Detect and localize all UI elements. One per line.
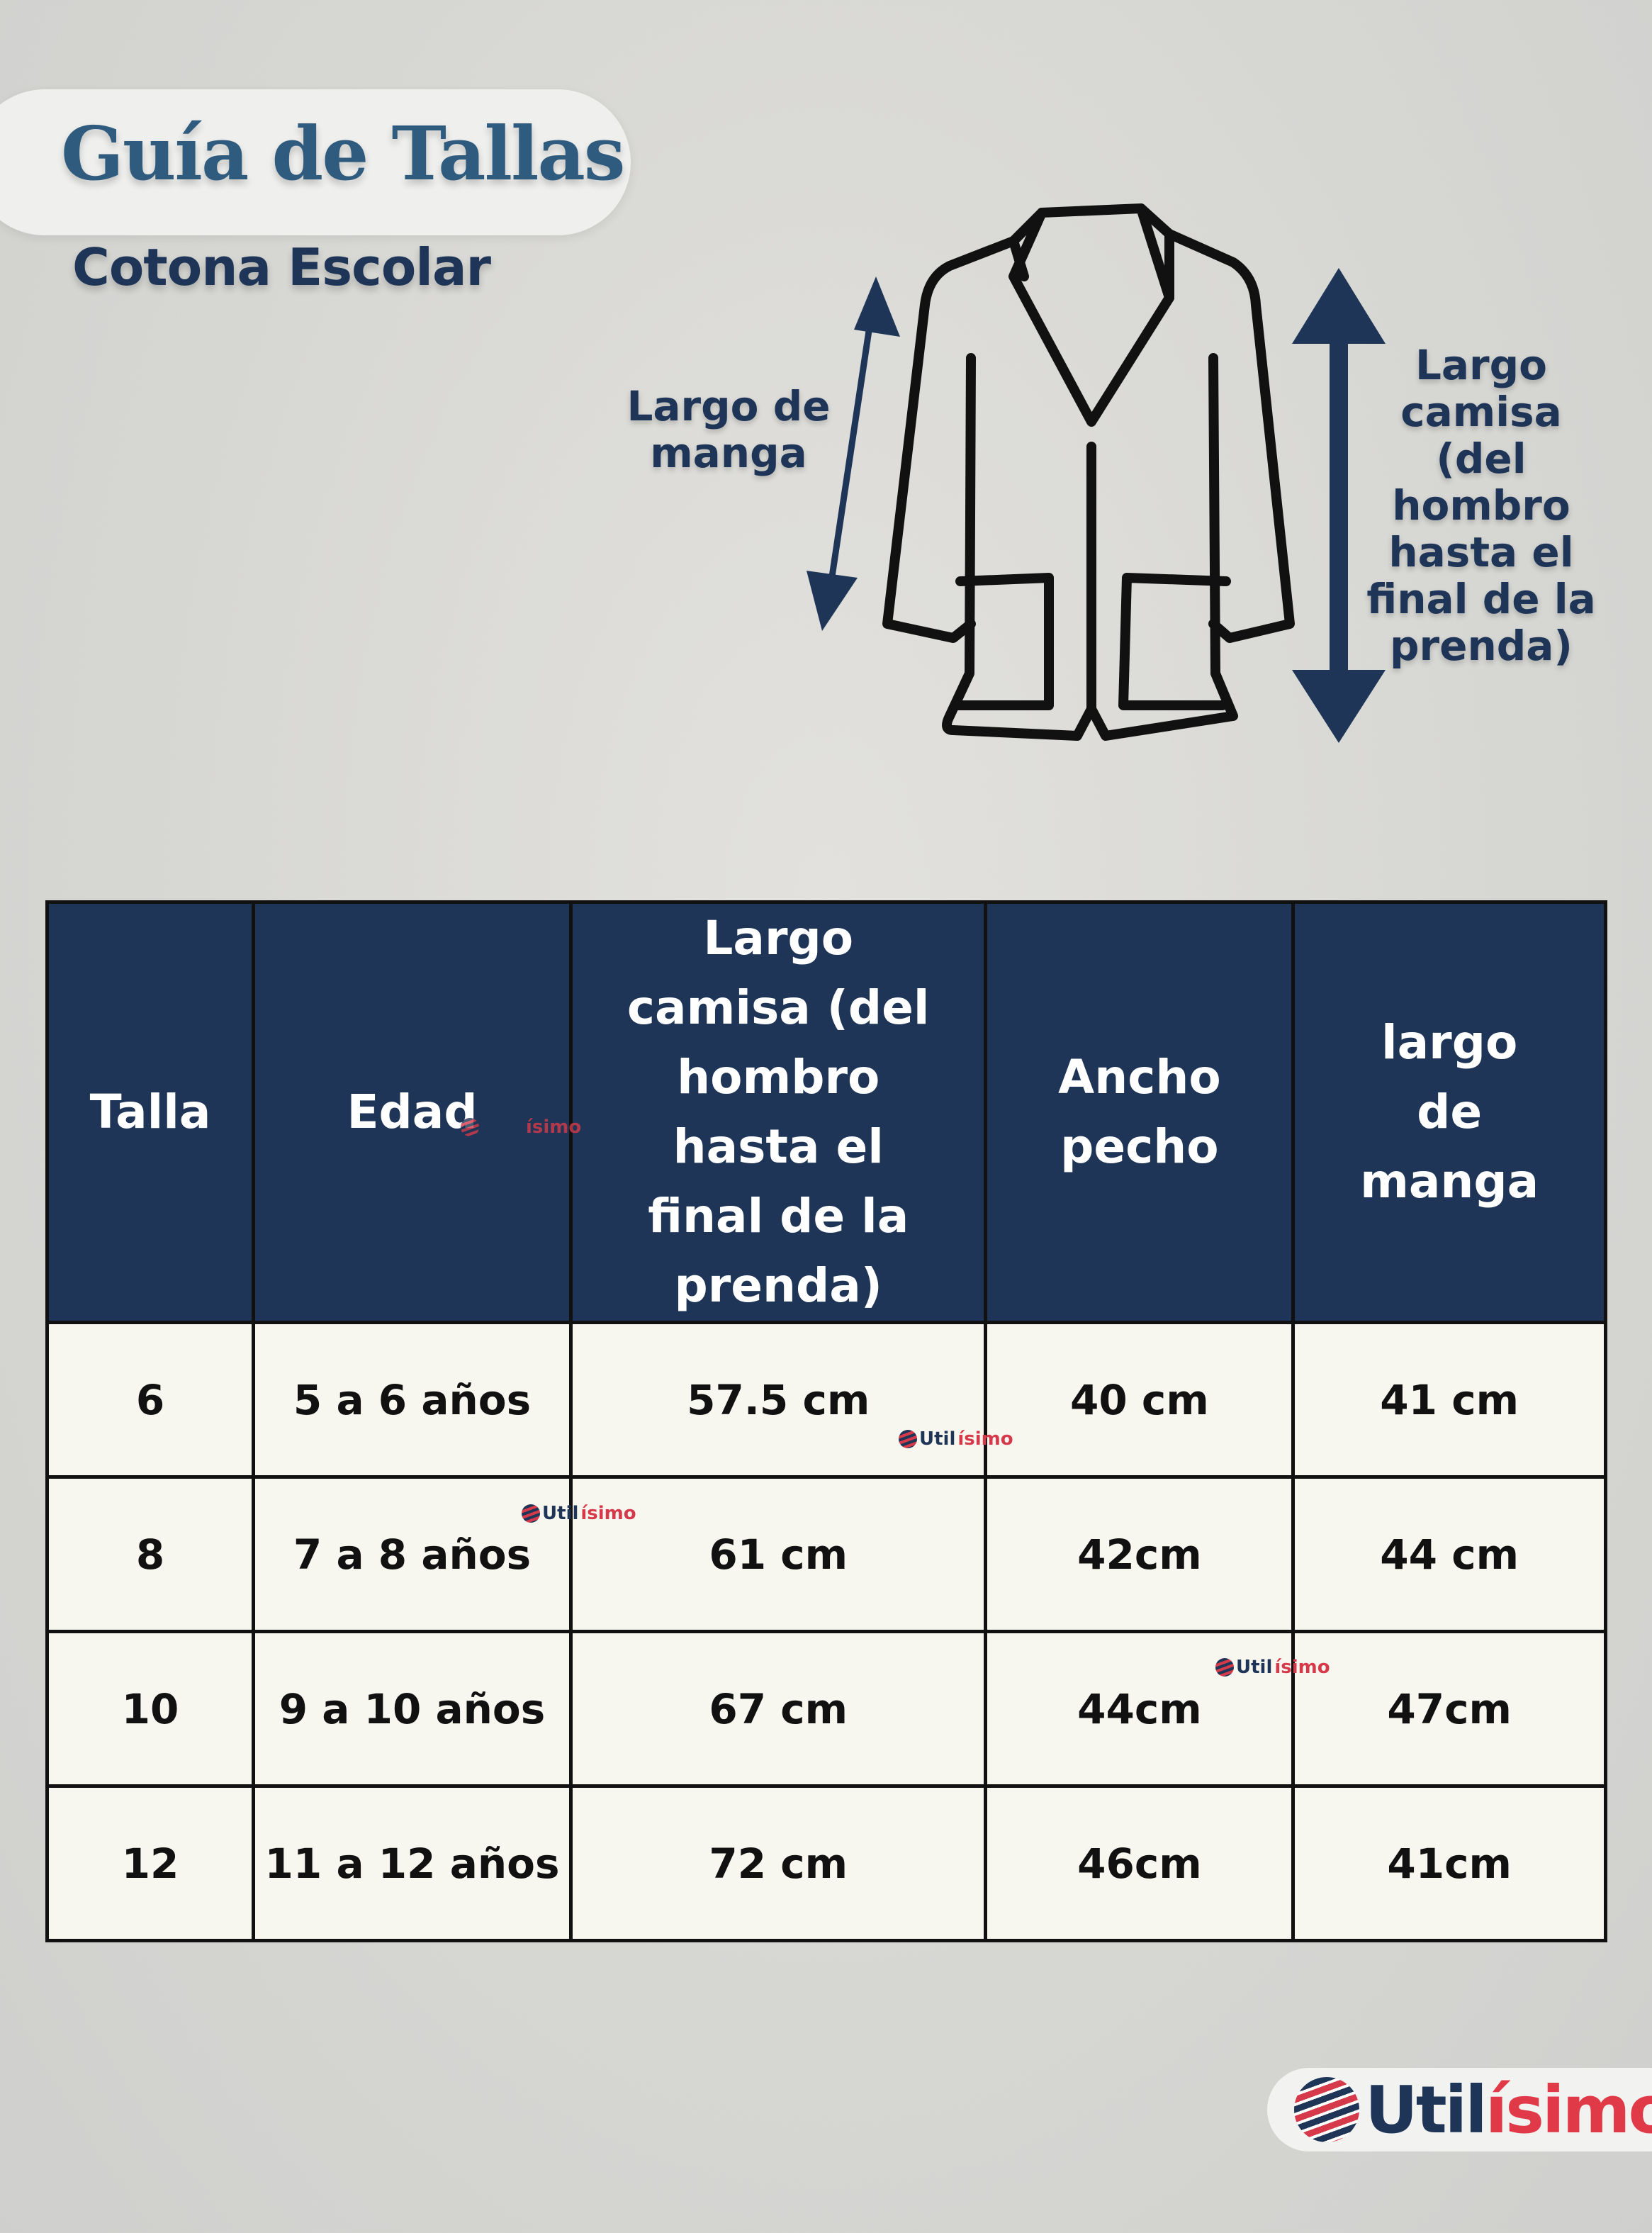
label-line: manga: [650, 429, 807, 477]
page-title: Guía de Tallas: [61, 110, 625, 197]
jacket-diagram: [807, 203, 1386, 743]
table-row: 12 11 a 12 años 72 cm 46cm 41cm: [45, 1784, 1607, 1942]
cell-manga: 47cm: [1291, 1630, 1607, 1788]
cell-edad: 9 a 10 años: [252, 1630, 573, 1788]
label-line: final de la: [1366, 575, 1596, 623]
cell-manga: 44 cm: [1291, 1475, 1607, 1633]
brand-logo: Util ísimo: [1267, 2068, 1652, 2151]
globe-icon: [461, 1118, 479, 1136]
logo-text: ísimo: [1485, 2071, 1652, 2148]
size-table: Talla Edad Largo camisa (del hombro hast…: [45, 900, 1607, 1942]
label-line: camisa: [1400, 388, 1562, 436]
cell-manga: 41 cm: [1291, 1321, 1607, 1479]
sleeve-length-label: Largo de manga: [617, 383, 841, 476]
watermark-text: Util: [1236, 1657, 1273, 1678]
watermark-text: Util: [542, 1503, 579, 1524]
sleeve-length-arrow: [807, 276, 900, 631]
cell-talla: 8: [45, 1475, 256, 1633]
label-line: prenda): [1390, 622, 1573, 670]
table-header-row: Talla Edad Largo camisa (del hombro hast…: [45, 900, 1607, 1324]
cell-edad: 7 a 8 años: [252, 1475, 573, 1633]
cell-edad: 5 a 6 años: [252, 1321, 573, 1479]
label-line: Largo: [1415, 341, 1548, 389]
logo-text: Util: [1365, 2071, 1488, 2148]
cell-ancho: 44cm: [984, 1630, 1296, 1788]
table-row: 6 5 a 6 años 57.5 cm 40 cm 41 cm: [45, 1321, 1607, 1479]
label-line: Largo de: [626, 382, 831, 430]
header-ancho-pecho: Ancho pecho: [984, 900, 1296, 1324]
page-subtitle: Cotona Escolar: [72, 237, 491, 297]
cell-ancho: 42cm: [984, 1475, 1296, 1633]
header-edad: Edad: [252, 900, 573, 1324]
globe-icon: [1215, 1658, 1234, 1677]
cell-largo: 67 cm: [568, 1630, 988, 1788]
cell-talla: 6: [45, 1321, 256, 1479]
label-line: (del: [1436, 435, 1527, 483]
watermark-text: Util: [919, 1428, 956, 1450]
cell-ancho: 40 cm: [984, 1321, 1296, 1479]
watermark-text: ísimo: [526, 1116, 582, 1138]
header-talla: Talla: [45, 900, 256, 1324]
cell-largo: 61 cm: [568, 1475, 988, 1633]
title-pill: [0, 89, 631, 235]
garment-length-arrow: [1292, 268, 1386, 743]
watermark-text: ísimo: [957, 1428, 1013, 1450]
watermark: ísimo: [461, 1116, 581, 1138]
watermark: Util ísimo: [1215, 1657, 1330, 1678]
cell-ancho: 46cm: [984, 1784, 1296, 1942]
globe-icon: [899, 1430, 917, 1448]
cell-largo: 72 cm: [568, 1784, 988, 1942]
cell-talla: 10: [45, 1630, 256, 1788]
jacket-icon: [882, 203, 1295, 741]
garment-length-label: Largo camisa (del hombro hasta el final …: [1354, 342, 1609, 669]
globe-icon: [1294, 2077, 1359, 2142]
globe-icon: [522, 1504, 540, 1523]
table-row: 10 9 a 10 años 67 cm 44cm 47cm: [45, 1630, 1607, 1788]
watermark-text: ísimo: [1274, 1657, 1330, 1678]
header-largo-camisa: Largo camisa (del hombro hasta el final …: [568, 900, 988, 1324]
header-largo-manga: largo de manga: [1291, 900, 1607, 1324]
watermark: Util ísimo: [522, 1503, 636, 1524]
cell-talla: 12: [45, 1784, 256, 1942]
cell-edad: 11 a 12 años: [252, 1784, 573, 1942]
table-row: 8 7 a 8 años 61 cm 42cm 44 cm: [45, 1475, 1607, 1633]
label-line: hombro: [1392, 481, 1570, 530]
watermark: Util ísimo: [899, 1428, 1013, 1450]
label-line: hasta el: [1388, 528, 1574, 576]
cell-manga: 41cm: [1291, 1784, 1607, 1942]
watermark-text: ísimo: [580, 1503, 636, 1524]
cell-largo: 57.5 cm: [568, 1321, 988, 1479]
